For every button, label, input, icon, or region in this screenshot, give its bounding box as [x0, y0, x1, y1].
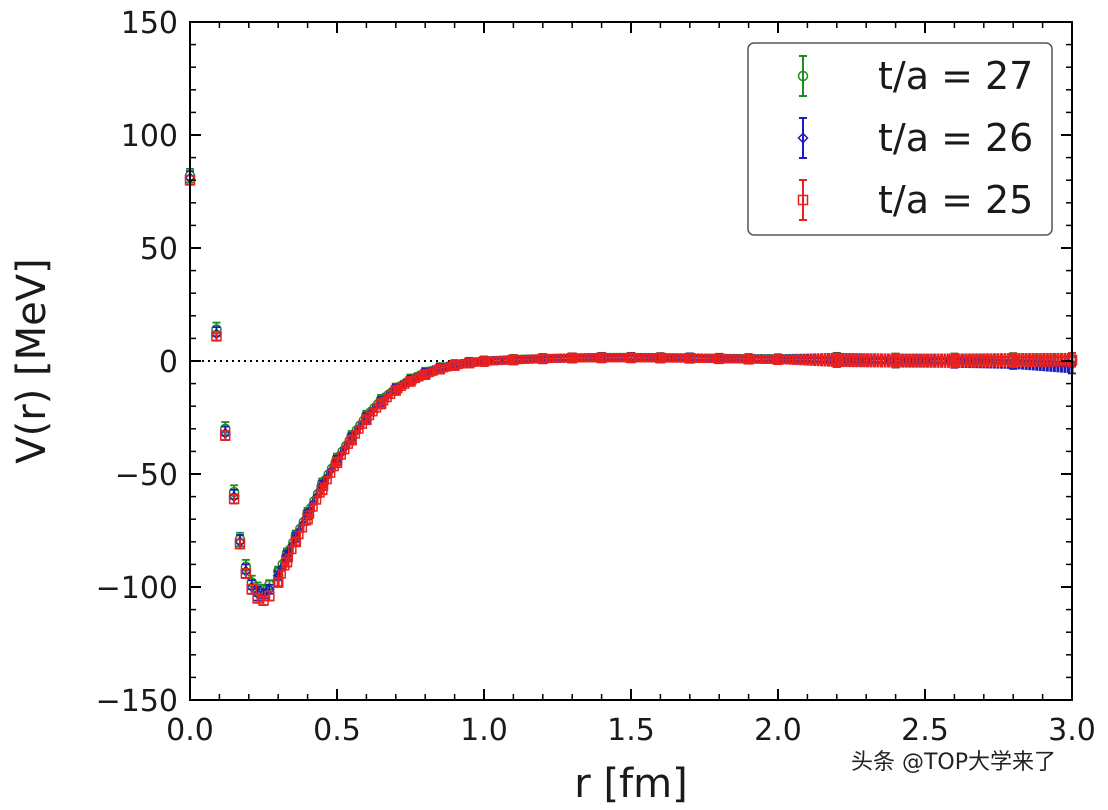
- data-point: [302, 513, 313, 525]
- watermark: 头条 @TOP大学来了: [850, 750, 1056, 775]
- data-point: [464, 357, 475, 369]
- x-tick-label: 1.5: [607, 713, 655, 748]
- y-tick-label: −150: [96, 684, 178, 719]
- data-point: [1007, 355, 1019, 366]
- legend-marker: [797, 70, 809, 82]
- data-point: [419, 369, 431, 380]
- data-point: [220, 430, 231, 441]
- legend-label: t/a = 26: [878, 116, 1033, 160]
- x-tick-label: 2.5: [901, 713, 949, 748]
- data-point: [434, 363, 446, 375]
- y-tick-label: −50: [115, 458, 178, 493]
- legend-box: [747, 42, 1053, 236]
- legend-marker: [797, 132, 809, 144]
- x-tick-label: 0.5: [313, 713, 361, 748]
- y-axis-title: V(r) [MeV]: [9, 258, 55, 463]
- data-point: [240, 568, 252, 579]
- y-tick-label: 100: [121, 119, 178, 154]
- data-point: [772, 354, 784, 365]
- y-tick-label: 0: [159, 345, 178, 380]
- data-point: [375, 398, 387, 410]
- data-point: [890, 355, 901, 366]
- data-point: [743, 353, 754, 365]
- x-tick-label: 1.0: [460, 713, 508, 748]
- data-point: [390, 385, 402, 396]
- x-tick-label: 0.0: [166, 713, 214, 748]
- data-point: [264, 590, 275, 602]
- data-point: [290, 536, 302, 548]
- data-point: [252, 593, 263, 604]
- data-point: [596, 352, 607, 364]
- data-point: [566, 352, 578, 364]
- data-point: [655, 352, 666, 364]
- x-tick-label: 3.0: [1048, 713, 1096, 748]
- data-point: [246, 584, 257, 595]
- data-point: [449, 360, 460, 371]
- data-point: [508, 354, 519, 366]
- data-point: [405, 376, 416, 387]
- data-point: [478, 356, 490, 367]
- y-tick-label: −100: [96, 571, 178, 606]
- data-point: [228, 493, 240, 505]
- legend-label: t/a = 25: [878, 178, 1033, 222]
- y-tick-label: 50: [140, 232, 178, 267]
- legend-label: t/a = 27: [878, 54, 1033, 98]
- data-point: [713, 353, 725, 364]
- x-tick-label: 2.0: [754, 713, 802, 748]
- data-point: [234, 538, 246, 550]
- data-point: [684, 353, 696, 364]
- legend: t/a = 27 t/a = 26 t/a = 25: [747, 42, 1053, 236]
- data-layer: [184, 167, 1078, 606]
- data-point: [625, 352, 637, 364]
- data-point: [361, 414, 372, 426]
- data-point: [317, 484, 328, 496]
- data-point: [211, 330, 222, 342]
- data-point: [346, 434, 357, 446]
- data-point: [331, 457, 343, 468]
- legend-marker: [797, 194, 809, 206]
- y-tick-label: 150: [121, 6, 178, 41]
- data-point: [537, 353, 549, 364]
- series-3: [184, 174, 1078, 606]
- data-point: [949, 355, 960, 366]
- data-point: [272, 577, 284, 588]
- data-point: [281, 556, 293, 568]
- x-axis-title: r [fm]: [574, 761, 687, 807]
- data-point: [831, 355, 843, 366]
- axes: 0.0 0.5 1.0 1.5 2.0 2.5 3.0 150 100 50 0 −50 −100 −15…: [9, 6, 1096, 807]
